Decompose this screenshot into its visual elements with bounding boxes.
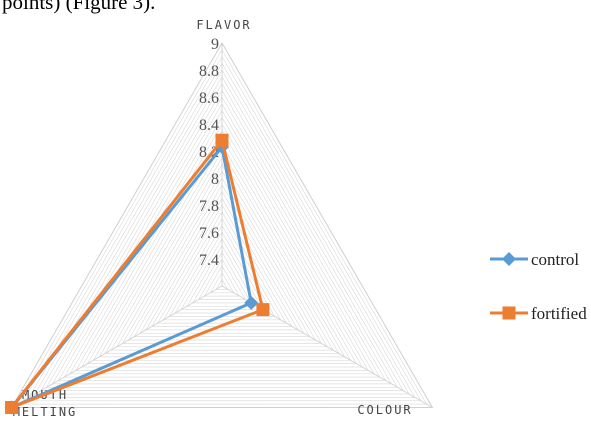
grid-ring bbox=[162, 217, 282, 321]
grid-ring bbox=[197, 258, 247, 300]
grid-ring bbox=[104, 150, 340, 354]
tick-label: 8 bbox=[211, 171, 219, 188]
grid-ring bbox=[10, 41, 434, 408]
series-line bbox=[10, 145, 253, 409]
legend-marker bbox=[502, 306, 516, 320]
grid-ring bbox=[28, 62, 416, 398]
grid-ring bbox=[16, 49, 428, 405]
tick-label: 7.4 bbox=[199, 252, 219, 269]
grid-ring bbox=[215, 278, 229, 290]
grid-ring bbox=[127, 177, 317, 341]
legend-label: control bbox=[531, 250, 579, 269]
axis-label: MELTING bbox=[13, 405, 78, 419]
tick-label: 7.8 bbox=[199, 198, 219, 215]
grid-ring bbox=[116, 163, 328, 348]
grid-ring bbox=[92, 136, 352, 361]
data-point bbox=[256, 303, 270, 317]
grid-ring bbox=[40, 76, 404, 391]
data-point bbox=[5, 401, 19, 414]
grid-ring bbox=[209, 271, 235, 294]
legend: control fortified bbox=[490, 250, 587, 323]
grid-ring bbox=[180, 238, 264, 310]
tick-label: 8.8 bbox=[199, 63, 219, 80]
grid-ring bbox=[75, 116, 369, 371]
grid-ring bbox=[121, 170, 323, 344]
radar-spokes bbox=[11, 43, 433, 408]
grid-ring bbox=[57, 96, 387, 381]
tick-label: 8.4 bbox=[199, 117, 219, 134]
grid-ring bbox=[86, 130, 358, 364]
data-point bbox=[244, 295, 259, 310]
tick-label: 8.6 bbox=[199, 90, 219, 107]
grid-ring bbox=[186, 244, 258, 307]
tick-label: 7.6 bbox=[199, 225, 219, 242]
legend-marker bbox=[502, 252, 516, 266]
grid-ring bbox=[34, 69, 410, 395]
caption-fragment: points) (Figure 3). bbox=[2, 0, 156, 14]
axis-spoke bbox=[11, 285, 223, 408]
grid-ring bbox=[45, 82, 399, 388]
legend-item: control bbox=[490, 250, 579, 269]
data-series bbox=[4, 133, 270, 415]
data-point bbox=[215, 133, 229, 147]
grid-ring bbox=[110, 157, 334, 351]
grid-ring bbox=[192, 251, 252, 304]
axis-label: FLAVOR bbox=[196, 18, 251, 32]
legend-item: fortified bbox=[490, 304, 587, 323]
grid-ring bbox=[22, 55, 422, 402]
grid-ring bbox=[133, 184, 311, 337]
series-line bbox=[10, 138, 265, 409]
grid-ring bbox=[139, 190, 305, 334]
legend-label: fortified bbox=[531, 304, 587, 323]
tick-label: 9 bbox=[211, 36, 219, 53]
grid-ring bbox=[98, 143, 346, 358]
series-fortified bbox=[5, 133, 270, 414]
grid-ring bbox=[203, 265, 241, 297]
radar-grid bbox=[10, 41, 434, 408]
grid-ring bbox=[145, 197, 299, 331]
grid-ring bbox=[81, 123, 363, 368]
grid-ring bbox=[51, 89, 393, 385]
axis-label: COLOUR bbox=[357, 403, 412, 417]
